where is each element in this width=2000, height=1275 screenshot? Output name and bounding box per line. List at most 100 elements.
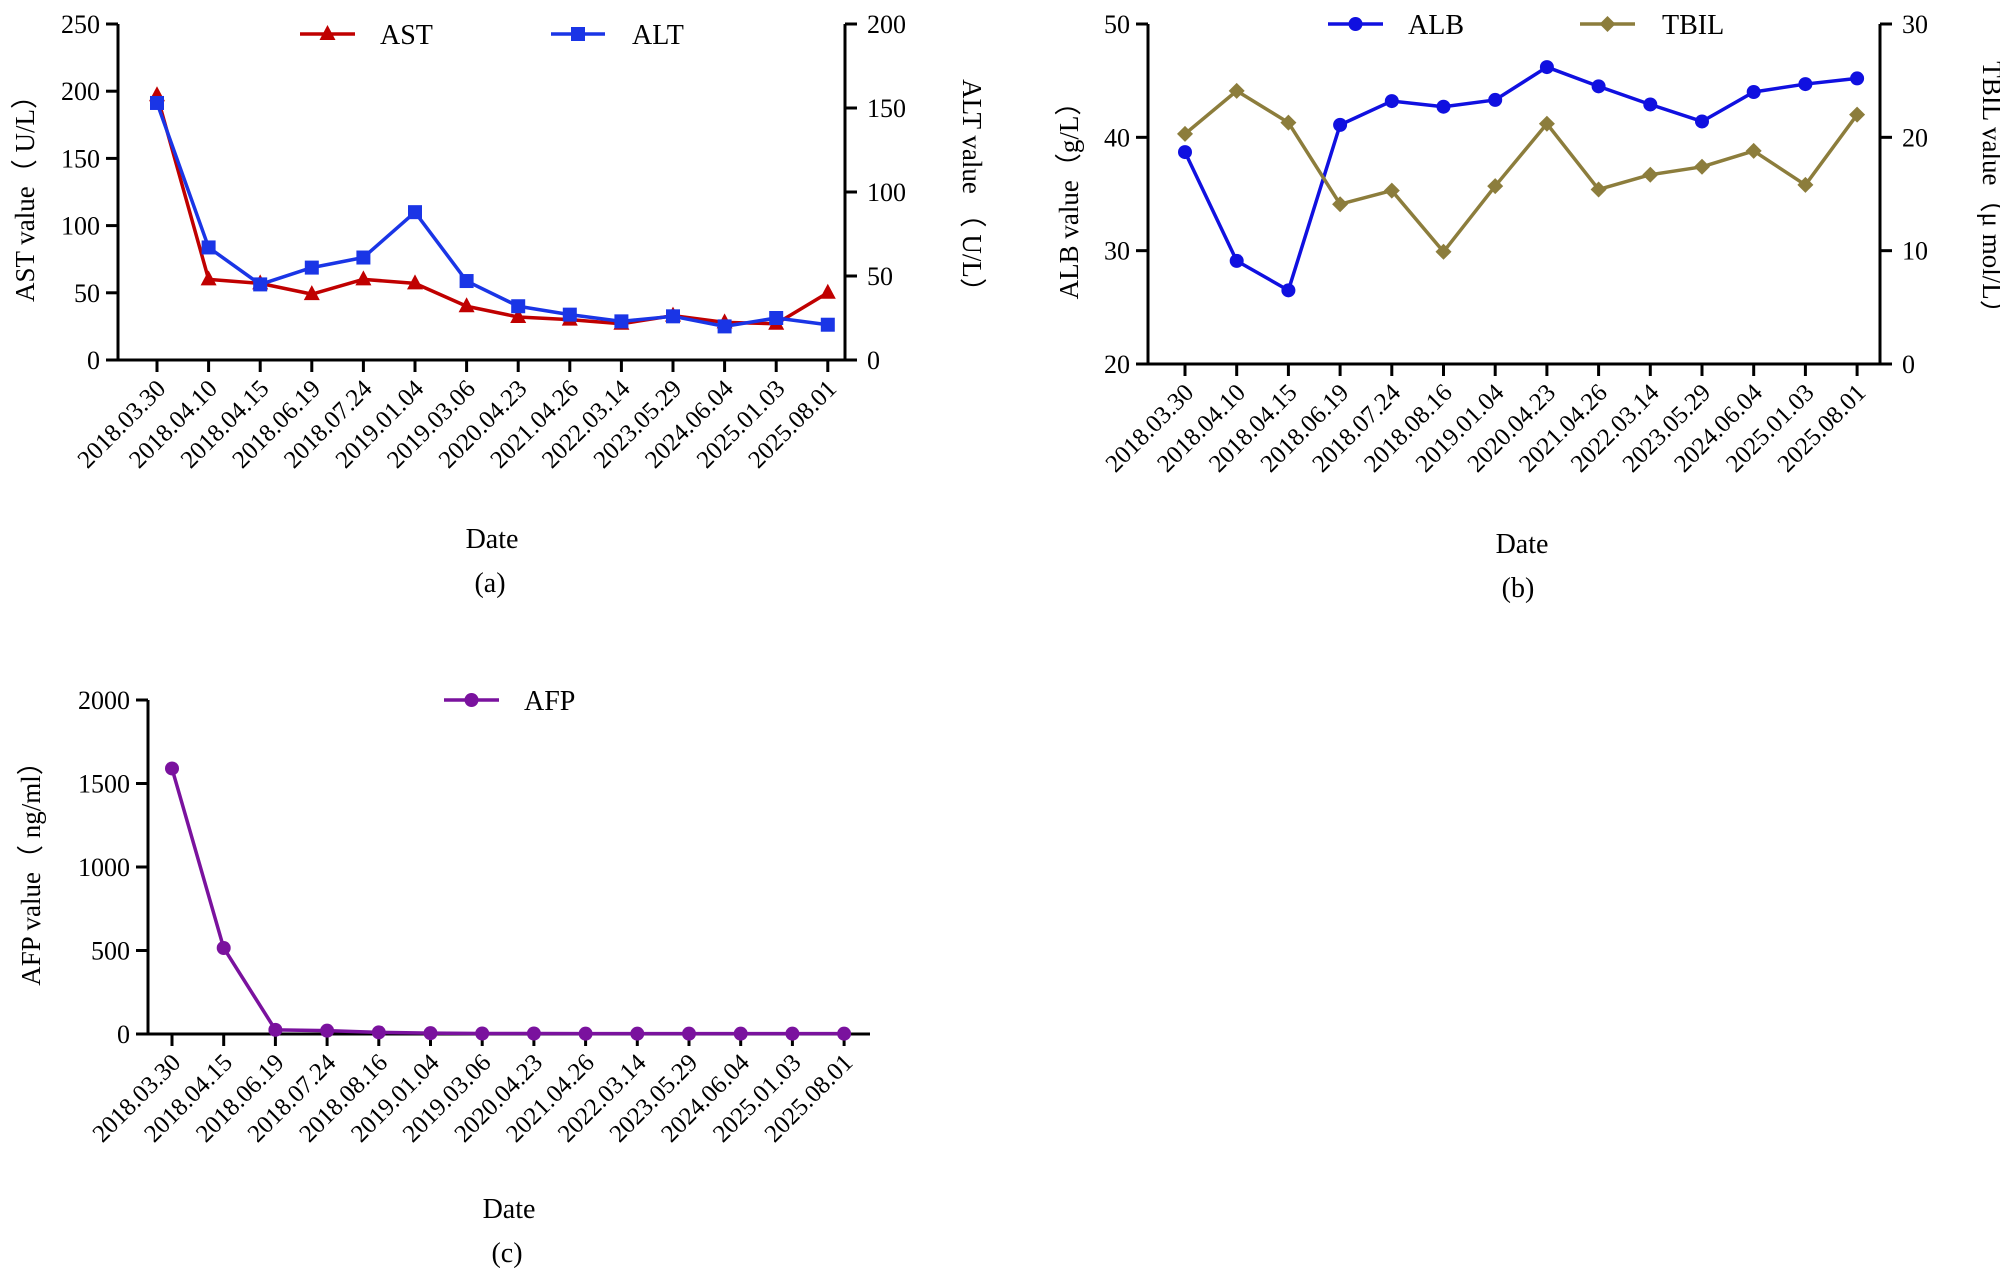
- panel-caption: (c): [491, 1238, 522, 1269]
- y-tick-label: 2000: [78, 686, 130, 715]
- tbil-data-point: [1797, 176, 1814, 193]
- y2-tick-label: 100: [867, 178, 906, 207]
- y-tick-label: 0: [117, 1020, 130, 1049]
- tbil-data-point: [1435, 243, 1452, 260]
- afp-data-point: [423, 1026, 438, 1041]
- panel-c-chart: 05001000150020002018.03.302018.04.152018…: [16, 686, 870, 1269]
- tbil-data-point: [1280, 114, 1297, 131]
- afp-data-point: [630, 1026, 645, 1041]
- alb-data-point: [1178, 145, 1192, 160]
- tbil-data-point: [1538, 115, 1555, 132]
- alb-data-point: [1281, 283, 1296, 298]
- x-axis-title: Date: [483, 1194, 536, 1225]
- afp-data-point: [837, 1026, 852, 1041]
- alb-series-line: [1183, 65, 1858, 293]
- legend-label-alb: ALB: [1408, 10, 1464, 41]
- panel-b-chart: 2030405001020302018.03.302018.04.102018.…: [1054, 10, 2000, 604]
- legend-marker-ast: [319, 25, 336, 40]
- alb-data-point: [1229, 253, 1244, 268]
- x-axis-title: Date: [1496, 529, 1549, 560]
- alb-data-point: [1333, 117, 1348, 132]
- alt-data-point: [769, 311, 784, 325]
- legend-label-ast: AST: [380, 20, 433, 51]
- alt-data-point: [511, 299, 526, 314]
- y2-tick-label: 20: [1902, 123, 1928, 152]
- legend-label-tbil: TBIL: [1662, 10, 1724, 41]
- alb-data-point: [1488, 92, 1503, 107]
- y-tick-label: 250: [61, 10, 100, 39]
- alt-data-point: [459, 274, 474, 289]
- alt-data-point: [304, 260, 319, 275]
- ast-data-point: [200, 270, 217, 286]
- y2-tick-label: 200: [867, 10, 906, 39]
- y2-tick-label: 30: [1902, 10, 1928, 39]
- afp-data-point: [733, 1026, 748, 1041]
- ast-data-point: [407, 274, 423, 290]
- y-axis-title: ALB value（g/L）: [1054, 89, 1084, 300]
- afp-data-point: [526, 1026, 541, 1041]
- tbil-data-point: [1332, 196, 1349, 213]
- ast-series-line: [155, 94, 829, 326]
- tbil-data-point: [1383, 182, 1400, 199]
- alb-data-point: [1591, 79, 1606, 94]
- alb-data-point: [1695, 114, 1709, 129]
- x-axis-title: Date: [466, 524, 519, 555]
- panel-caption: (b): [1502, 573, 1535, 604]
- tbil-data-point: [1849, 106, 1866, 123]
- y-tick-label: 1500: [78, 770, 130, 799]
- y2-tick-label: 0: [1902, 350, 1915, 379]
- ast-data-point: [819, 283, 836, 299]
- alt-data-point: [614, 314, 629, 329]
- y-tick-label: 150: [61, 144, 100, 173]
- alt-series-line: [155, 102, 829, 329]
- ast-data-point: [510, 307, 527, 323]
- y-tick-label: 100: [61, 212, 100, 241]
- panel-a-chart: 0501001502002500501001502002018.03.30201…: [10, 10, 987, 599]
- alb-data-point: [1384, 94, 1399, 109]
- afp-data-point: [371, 1025, 386, 1040]
- legend-marker-afp: [464, 693, 479, 707]
- y2-axis-title: TBIL value（μ mol/L）: [1977, 61, 2000, 326]
- y2-tick-label: 10: [1902, 237, 1928, 266]
- tbil-series-line: [1183, 89, 1859, 254]
- y2-axis-title: ALT value （ U/L）: [957, 79, 987, 305]
- afp-data-point: [578, 1026, 593, 1041]
- alb-data-point: [1643, 97, 1658, 112]
- afp-data-point: [268, 1022, 283, 1037]
- afp-data-point: [216, 940, 231, 955]
- y-tick-label: 200: [61, 77, 100, 106]
- tbil-data-point: [1694, 158, 1710, 175]
- y-tick-label: 50: [74, 279, 100, 308]
- y-axis-title: AFP value（ ng/ml）: [16, 748, 46, 986]
- alt-data-point: [562, 307, 577, 322]
- y-tick-label: 500: [91, 937, 130, 966]
- afp-data-point: [320, 1023, 335, 1038]
- panel-caption: (a): [474, 568, 505, 599]
- ast-data-point: [458, 297, 475, 313]
- alt-data-point: [253, 277, 268, 292]
- y2-tick-label: 50: [867, 262, 893, 291]
- alb-data-point: [1436, 99, 1451, 114]
- alb-data-point: [1798, 77, 1813, 92]
- legend-label-afp: AFP: [524, 686, 575, 717]
- y-tick-label: 20: [1104, 350, 1130, 379]
- alb-data-point: [1850, 71, 1865, 86]
- legend-marker-alb: [1348, 17, 1363, 31]
- tbil-data-point: [1228, 82, 1245, 99]
- afp-series-line: [170, 767, 845, 1036]
- alt-data-point: [150, 95, 164, 110]
- y-tick-label: 40: [1104, 123, 1130, 152]
- alt-data-point: [820, 317, 835, 332]
- tbil-data-point: [1745, 142, 1762, 159]
- y2-tick-label: 150: [867, 94, 906, 123]
- alt-data-point: [717, 319, 732, 334]
- tbil-data-point: [1642, 166, 1659, 183]
- afp-data-point: [682, 1026, 696, 1041]
- alb-data-point: [1539, 60, 1554, 75]
- alt-data-point: [408, 205, 422, 220]
- afp-data-point: [785, 1026, 800, 1041]
- legend-label-alt: ALT: [632, 20, 684, 51]
- ast-data-point: [355, 270, 372, 286]
- legend-marker-tbil: [1599, 16, 1616, 32]
